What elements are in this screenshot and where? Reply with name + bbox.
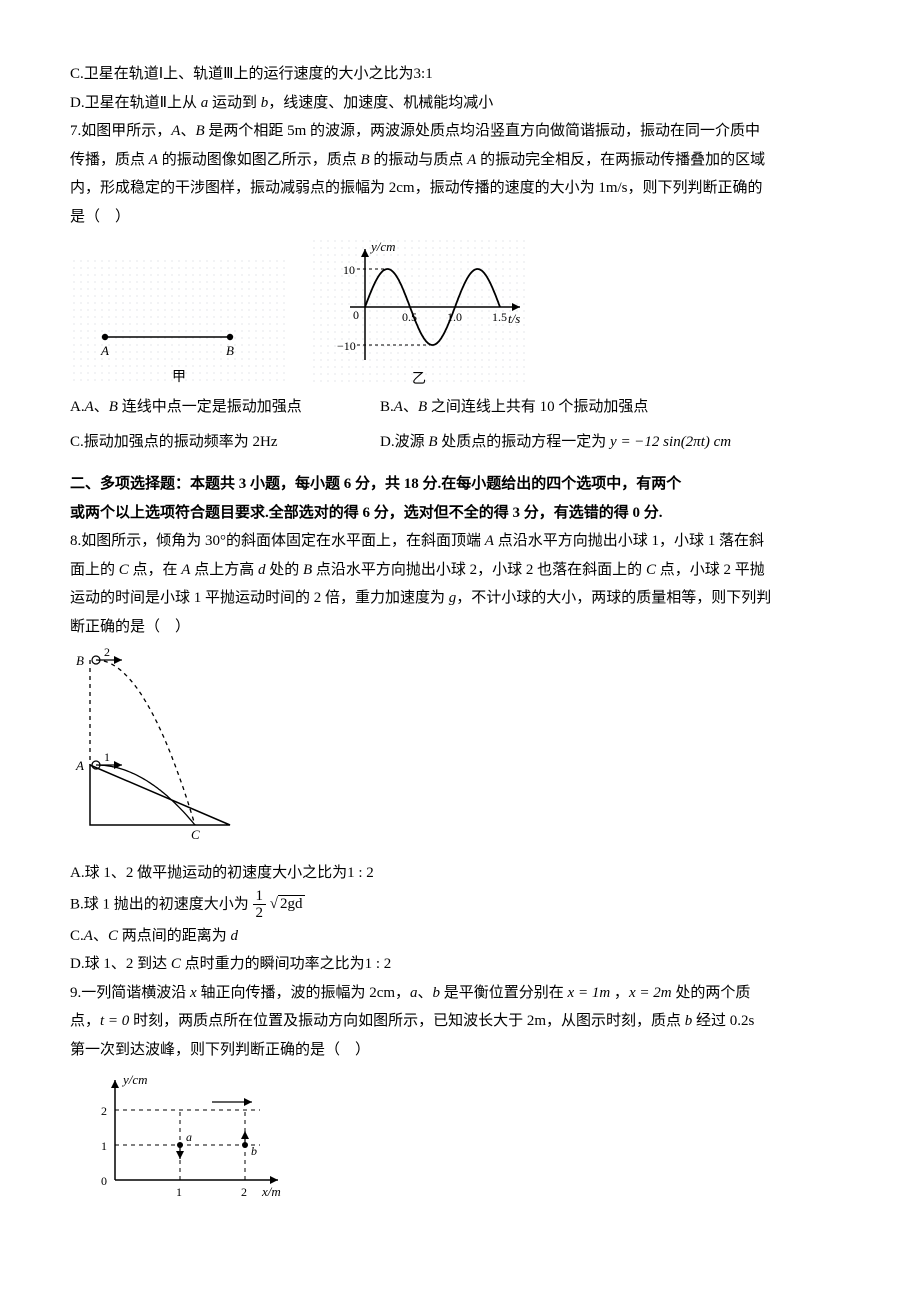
q7-opts-row1: A.A、B 连线中点一定是振动加强点 B.A、B 之间连线上共有 10 个振动加…	[70, 393, 850, 422]
svg-text:B: B	[76, 653, 84, 668]
svg-text:2: 2	[241, 1185, 247, 1199]
q8-stem-4: 断正确的是（ ）	[70, 613, 850, 642]
svg-text:t/s: t/s	[508, 311, 520, 326]
q8-opt-b: B.球 1 抛出的初速度大小为 12 √2gd	[70, 888, 850, 922]
q6-opt-c: C.卫星在轨道Ⅰ上、轨道Ⅲ上的运行速度的大小之比为3:1	[70, 60, 850, 89]
q7-figure-jia: A B 甲	[70, 257, 290, 387]
svg-text:A: A	[100, 343, 109, 358]
q7-stem-2: 传播，质点 A 的振动图像如图乙所示，质点 B 的振动与质点 A 的振动完全相反…	[70, 146, 850, 175]
q8-stem-1: 8.如图所示，倾角为 30°的斜面体固定在水平面上，在斜面顶端 A 点沿水平方向…	[70, 527, 850, 556]
q7-opt-d: D.波源 B 处质点的振动方程一定为 y = −12 sin(2πt) cm	[380, 428, 731, 457]
svg-text:甲: 甲	[172, 370, 186, 385]
q8-opt-c: C.A、C 两点间的距离为 d	[70, 922, 850, 951]
q7-opts-row2: C.振动加强点的振动频率为 2Hz D.波源 B 处质点的振动方程一定为 y =…	[70, 428, 850, 457]
q7-figure-yi: y/cmt/s10−1000.51.01.5乙	[310, 237, 530, 387]
section2-line1: 二、多项选择题：本题共 3 小题，每小题 6 分，共 18 分.在每小题给出的四…	[70, 470, 850, 499]
svg-text:b: b	[251, 1144, 257, 1158]
svg-text:x/m: x/m	[261, 1184, 281, 1199]
svg-text:C: C	[191, 827, 200, 842]
svg-text:y/cm: y/cm	[369, 239, 396, 254]
section2-line2: 或两个以上选项符合题目要求.全部选对的得 6 分，选对但不全的得 3 分，有选错…	[70, 499, 850, 528]
q7-opt-b: B.A、B 之间连线上共有 10 个振动加强点	[380, 393, 648, 422]
svg-text:0: 0	[101, 1174, 107, 1188]
q9-stem-3: 第一次到达波峰，则下列判断正确的是（ ）	[70, 1036, 850, 1065]
svg-text:1.5: 1.5	[492, 310, 507, 324]
q8-figure: B 2 A 1 C	[70, 645, 240, 855]
q9-figure: y/cm x/m 2 1 0 1 2 a b	[70, 1070, 290, 1200]
svg-text:0: 0	[353, 308, 359, 322]
q7-opt-c: C.振动加强点的振动频率为 2Hz	[70, 428, 380, 457]
q8-opt-d: D.球 1、2 到达 C 点时重力的瞬间功率之比为1 : 2	[70, 950, 850, 979]
q7-figures: AB甲 y/cmt/s10−1000.51.01.5乙	[70, 237, 850, 387]
svg-text:10: 10	[343, 263, 355, 277]
q9-stem-1: 9.一列简谐横波沿 x 轴正向传播，波的振幅为 2cm，a、b 是平衡位置分别在…	[70, 979, 850, 1008]
q7-opt-a: A.A、B 连线中点一定是振动加强点	[70, 393, 380, 422]
svg-text:y/cm: y/cm	[121, 1072, 148, 1087]
q8-stem-2: 面上的 C 点，在 A 点上方高 d 处的 B 点沿水平方向抛出小球 2，小球 …	[70, 556, 850, 585]
q9-stem-2: 点，t = 0 时刻，两质点所在位置及振动方向如图所示，已知波长大于 2m，从图…	[70, 1007, 850, 1036]
svg-text:1: 1	[176, 1185, 182, 1199]
svg-text:1: 1	[101, 1139, 107, 1153]
q8-opt-a: A.球 1、2 做平抛运动的初速度大小之比为1 : 2	[70, 859, 850, 888]
svg-text:2: 2	[104, 645, 110, 659]
svg-text:2: 2	[101, 1104, 107, 1118]
svg-text:B: B	[226, 343, 234, 358]
svg-text:乙: 乙	[412, 371, 426, 387]
svg-text:1: 1	[104, 750, 110, 764]
q7-stem-3: 内，形成稳定的干涉图样，振动减弱点的振幅为 2cm，振动传播的速度的大小为 1m…	[70, 174, 850, 203]
q8-stem-3: 运动的时间是小球 1 平抛运动时间的 2 倍，重力加速度为 g，不计小球的大小，…	[70, 584, 850, 613]
svg-text:A: A	[75, 758, 84, 773]
q7-stem-4: 是（ ）	[70, 203, 850, 232]
q6-opt-d: D.卫星在轨道Ⅱ上从 a 运动到 b，线速度、加速度、机械能均减小	[70, 89, 850, 118]
q7-stem-1: 7.如图甲所示，A、B 是两个相距 5m 的波源，两波源处质点均沿竖直方向做简谐…	[70, 117, 850, 146]
svg-text:−10: −10	[337, 339, 356, 353]
svg-text:a: a	[186, 1130, 192, 1144]
